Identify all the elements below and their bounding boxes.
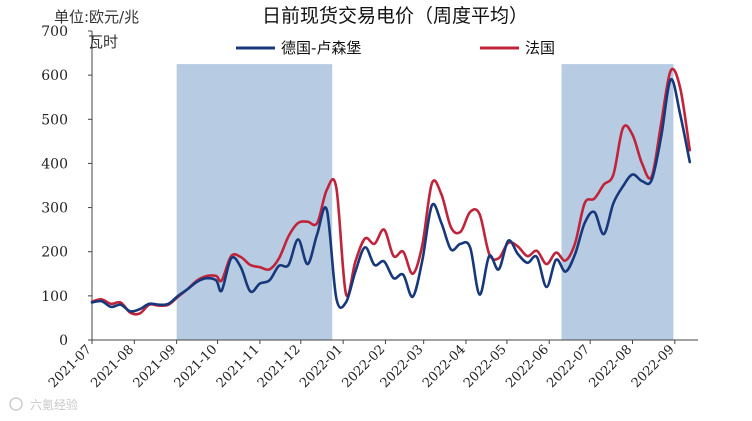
shaded-period-1: [176, 64, 333, 340]
x-tick-label-2022-07: 2022-07: [544, 342, 593, 391]
axes: [88, 30, 698, 344]
y-tick-label-500: 500: [41, 112, 68, 128]
y-tick-label-0: 0: [59, 333, 68, 349]
x-tick-label-2022-04: 2022-04: [420, 342, 469, 391]
watermark-text: 六氪经验: [30, 397, 78, 412]
x-tick-label-2021-09: 2021-09: [131, 342, 180, 391]
x-tick-label-2022-01: 2022-01: [297, 342, 346, 391]
series-line-1: [90, 78, 692, 313]
unit-label-line2: 瓦时: [88, 33, 118, 51]
unit-label-line1: 单位:欧元/兆: [54, 8, 139, 26]
x-tick-label-2022-06: 2022-06: [503, 342, 552, 391]
watermark-logo-icon: [9, 397, 23, 411]
legend: 德国-卢森堡 法国: [236, 39, 555, 57]
x-tick-label-2021-11: 2021-11: [214, 342, 263, 391]
x-tick-label-2021-07: 2021-07: [46, 342, 95, 391]
x-tick-label-2022-09: 2022-09: [629, 342, 678, 391]
shaded-period-2: [561, 64, 674, 340]
y-tick-label-100: 100: [41, 289, 68, 305]
x-tick-label-2021-10: 2021-10: [172, 342, 221, 391]
y-tick-label-400: 400: [41, 156, 68, 172]
x-tick-label-2022-03: 2022-03: [378, 342, 427, 391]
shaded-periods: [176, 64, 674, 340]
legend-label-series-2: 法国: [525, 39, 555, 57]
x-tick-label-2022-05: 2022-05: [461, 342, 510, 391]
x-tick-label-2022-08: 2022-08: [587, 342, 636, 391]
legend-label-series-1: 德国-卢森堡: [281, 39, 361, 57]
y-tick-label-600: 600: [41, 68, 68, 84]
y-tick-label-300: 300: [41, 201, 68, 217]
chart-title: 日前现货交易电价（周度平均）: [262, 5, 528, 27]
y-tick-label-200: 200: [41, 245, 68, 261]
x-tick-label-2021-12: 2021-12: [255, 342, 304, 391]
watermark: 六氪经验: [9, 397, 78, 412]
series-lines: [90, 67, 692, 316]
y-tick-label-700: 700: [41, 24, 68, 40]
x-tick-label-2021-08: 2021-08: [88, 342, 137, 391]
